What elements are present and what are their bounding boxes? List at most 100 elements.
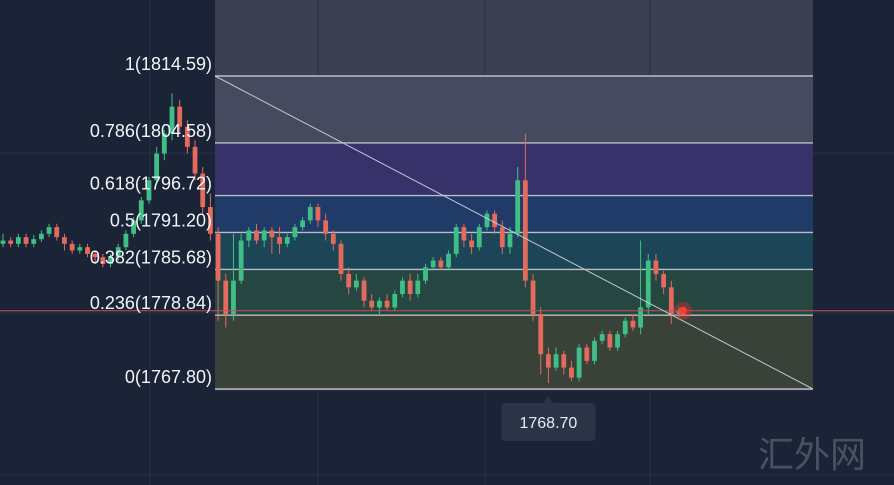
candle-body [269,230,275,238]
candle-body [62,237,67,244]
fib-level-label: 0.382(1785.68) [90,247,212,267]
candle [538,307,544,375]
candle [400,277,405,298]
candle-body [277,237,282,244]
candle [415,273,421,298]
candle-body [392,294,398,308]
candle-body [292,227,298,238]
candle-body [169,106,175,134]
tooltip-box [501,403,596,441]
candle [584,344,590,365]
candle-body [653,260,659,274]
candle [599,330,605,345]
candle [69,240,75,254]
watermark: 汇外网 [758,435,866,476]
candle [607,330,613,351]
candle [23,233,29,248]
tooltip-label: 1768.70 [519,415,577,432]
candle-body [469,240,474,248]
candle [522,133,528,288]
candle [0,233,6,248]
candle [530,273,536,321]
candle-body [461,227,467,241]
candle [261,227,267,248]
candle [138,197,144,224]
candle-body [584,347,590,361]
candle-body [138,200,144,221]
candle-body [261,230,267,241]
candle-body [330,233,336,244]
candle [15,233,21,248]
candle [154,146,160,184]
candle-body [92,253,98,258]
candle [484,210,490,231]
candle [215,227,221,321]
candle [446,250,451,271]
candle [246,227,252,248]
candle [200,166,206,214]
candle [161,130,167,161]
candle-body [161,133,167,154]
candle-body [499,227,505,248]
candle [615,330,620,351]
candle-body [115,247,121,258]
candle [384,294,390,311]
candle [630,314,636,331]
candle-body [353,280,359,288]
candle [177,100,183,134]
candle-body [599,334,605,341]
candle [561,350,567,375]
candle-body [238,240,244,281]
fib-band [215,232,813,270]
candle [407,273,413,301]
tooltip-pointer [543,396,554,403]
candle-body [200,173,206,208]
candle-body [39,233,44,240]
candle-body [77,247,83,251]
candle-body [254,230,259,241]
candle [668,280,674,325]
candle-body [131,220,136,234]
candle-body [31,239,37,244]
candle [461,223,467,248]
candle-body [154,153,160,181]
candle-body [576,347,582,378]
candle [323,213,329,241]
candle [361,277,367,308]
candle [77,243,83,254]
candle [638,240,643,335]
candle [546,347,551,383]
fib-labels: 1(1814.59) 0.786(1804.58) 0.618(1796.72) 0.… [90,54,212,387]
candle [292,223,298,241]
candle-body [630,320,636,328]
current-price-dot [679,306,687,315]
candle-body [284,237,290,244]
fib-level-label: 0.5(1791.20) [110,210,212,230]
candle-body [492,213,498,228]
candle [223,273,229,328]
candle [553,347,559,371]
fib-band [215,195,813,233]
candle-body [592,340,597,361]
candle [269,227,275,254]
candle [184,120,190,154]
candle [476,223,482,251]
candle [146,176,152,204]
candle-body [307,207,313,221]
candle-body [569,367,574,378]
candle [108,253,113,268]
candle [115,243,121,261]
candle-body [522,180,528,281]
candle-body [23,237,29,244]
candle-body [384,300,390,308]
candle-body [100,257,106,264]
candle-body [415,280,421,295]
candle-body [507,233,513,248]
candle [54,223,60,241]
candle [31,235,37,248]
candle-body [377,300,382,308]
candle [330,230,336,251]
candle-body [300,220,305,228]
fib-level-label: 0.236(1778.84) [90,293,212,313]
candle [338,240,344,281]
